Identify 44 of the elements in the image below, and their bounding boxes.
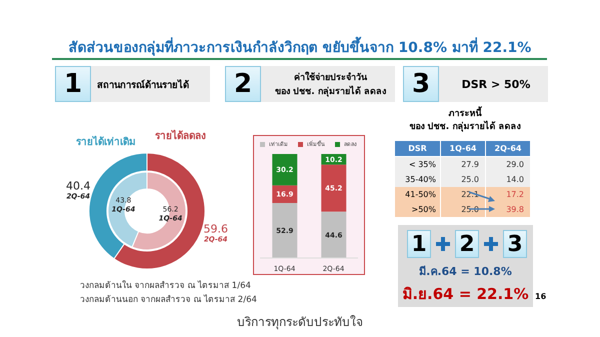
text: ค่าใช้จ่ายประจำวัน ของ ปชช. กลุ่มรายได้ ลดลง xyxy=(275,70,386,98)
text: 27.9 xyxy=(441,157,485,172)
text: 2Q-64 xyxy=(204,235,228,244)
bar xyxy=(272,154,298,186)
data-label: 59.6 xyxy=(204,222,228,236)
text: 39.8 xyxy=(486,202,530,217)
text: < 35% xyxy=(395,157,440,172)
text: ภาระหนี้ ของ ปชช. กลุ่มรายได้ ลดลง xyxy=(408,108,522,134)
bar xyxy=(321,212,346,258)
text: 17.2 xyxy=(486,187,530,202)
text: 14.0 xyxy=(486,172,530,187)
text: วงกลมด้านนอก จากผลสำรวจ ณ ไตรมาส 2/64 xyxy=(80,293,258,305)
text: สถานการณ์ด้านรายได้ xyxy=(97,78,190,92)
text: 35-40% xyxy=(395,172,440,187)
text: วงกลมด้านใน จากผลสำรวจ ณ ไตรมาส 1/64 xyxy=(80,279,252,291)
slice-label: 2Q-64 xyxy=(66,192,90,201)
text: 2 xyxy=(455,230,479,258)
text: มิ.ย.64 = 22.1% xyxy=(401,284,530,305)
data-label: 40.4 xyxy=(66,180,90,193)
text: DSR > 50% xyxy=(460,76,532,92)
text: มี.ค.64 = 10.8% xyxy=(418,264,513,280)
text: สัดส่วนของกลุ่มที่ภาวะการเงินกำลังวิกฤต ขยับขึ้นจาก 10.8% มาที่ 22.1% xyxy=(68,36,532,56)
bar xyxy=(321,164,346,212)
text: 16 xyxy=(535,292,548,303)
text: >50% xyxy=(395,202,440,217)
text: 1Q-64 xyxy=(158,214,182,223)
text: DSR xyxy=(395,141,440,156)
text: 2Q-64 xyxy=(486,141,530,156)
bar xyxy=(272,202,298,258)
text: 1Q-64 xyxy=(441,141,485,156)
text: 1 xyxy=(55,66,91,102)
text: 41-50% xyxy=(395,187,440,202)
text: 2 xyxy=(225,66,261,102)
text: 1 xyxy=(407,230,431,258)
slice-label: 1Q-64 xyxy=(112,205,136,214)
text: บริการทุกระดับประทับใจ xyxy=(236,314,364,330)
slice-label: รายได้ลดลง xyxy=(155,128,207,142)
data-label: 43.8 xyxy=(116,196,132,204)
text: 3 xyxy=(503,230,527,258)
text: 29.0 xyxy=(486,157,530,172)
data-label: 56.2 xyxy=(162,206,178,214)
text: 3 xyxy=(403,66,439,102)
text: 25.0 xyxy=(441,172,485,187)
slice-label: รายได้เท่าเดิม xyxy=(76,134,137,148)
